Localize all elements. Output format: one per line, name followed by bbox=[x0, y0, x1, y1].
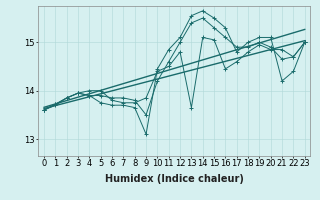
X-axis label: Humidex (Indice chaleur): Humidex (Indice chaleur) bbox=[105, 174, 244, 184]
